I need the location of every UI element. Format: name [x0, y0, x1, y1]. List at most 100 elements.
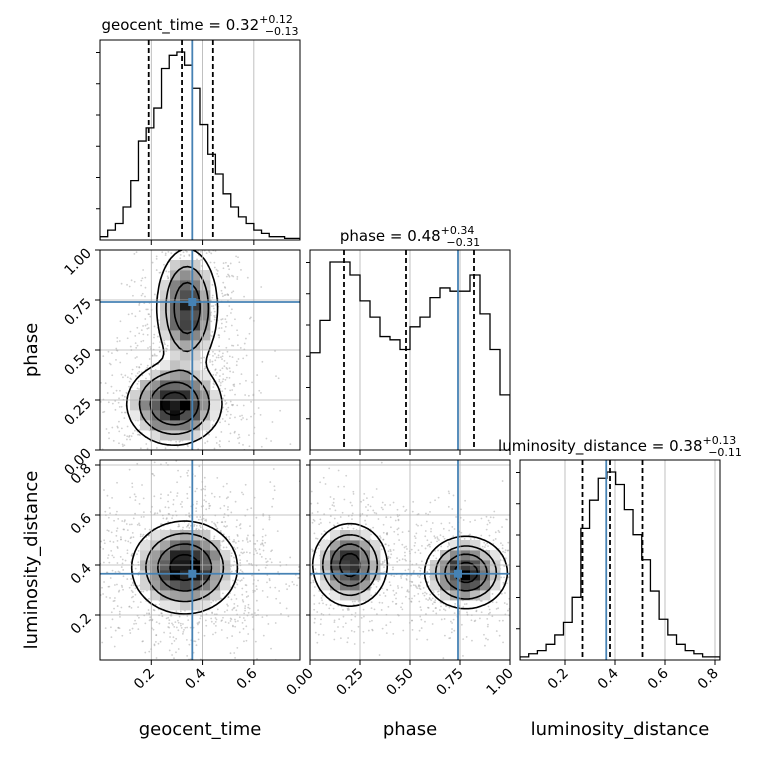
scatter-point [261, 543, 264, 545]
scatter-point [320, 618, 322, 621]
scatter-point [110, 385, 113, 388]
scatter-point [310, 581, 312, 584]
scatter-point [229, 491, 232, 493]
scatter-point [211, 360, 214, 363]
scatter-point [283, 541, 285, 543]
scatter-point [535, 550, 537, 552]
scatter-point [224, 520, 227, 523]
contour-level [169, 553, 200, 582]
density-cell [470, 580, 481, 591]
scatter-point [227, 265, 230, 268]
scatter-point [262, 528, 264, 531]
scatter-point [173, 205, 175, 207]
scatter-point [497, 607, 500, 610]
scatter-point [320, 533, 323, 535]
scatter-point [401, 543, 404, 546]
density-cell [150, 570, 161, 581]
scatter-point [498, 634, 501, 637]
scatter-point [304, 575, 306, 577]
scatter-point [82, 641, 84, 643]
contour-level [157, 543, 213, 592]
scatter-point [437, 593, 440, 596]
scatter-point [108, 561, 111, 564]
scatter-point [213, 622, 215, 625]
scatter-point [239, 527, 242, 530]
histogram-phase [310, 261, 510, 450]
scatter-point [146, 327, 149, 330]
scatter-point [128, 285, 131, 288]
scatter-point [367, 509, 369, 512]
scatter-point [163, 223, 165, 225]
scatter-point [182, 247, 184, 249]
scatter-point [372, 583, 375, 586]
scatter-point [228, 377, 231, 379]
title-sup: +0.12 [259, 13, 293, 26]
scatter-point [314, 617, 316, 620]
scatter-point [483, 541, 486, 544]
scatter-point [237, 219, 239, 221]
scatter-point [489, 516, 492, 519]
scatter-point [313, 594, 316, 597]
panel-plot-area [100, 197, 300, 450]
scatter-point [239, 382, 241, 385]
scatter-point [228, 274, 230, 277]
scatter-point [487, 519, 490, 522]
scatter-point [289, 443, 292, 446]
x-tick-label: 0.4 [182, 665, 209, 692]
scatter-point [261, 535, 264, 538]
scatter-point [301, 495, 303, 497]
scatter-point [160, 493, 162, 496]
scatter-point [517, 539, 519, 541]
scatter-point [383, 561, 386, 563]
scatter-point [204, 488, 206, 491]
scatter-point [367, 629, 370, 632]
scatter-point [152, 197, 154, 199]
scatter-point [112, 600, 115, 603]
x-tick-label: 0.6 [234, 665, 261, 692]
scatter-point [120, 282, 123, 285]
scatter-point [241, 570, 244, 573]
scatter-point [138, 522, 140, 525]
scatter-point [241, 539, 244, 542]
scatter-point [503, 576, 506, 579]
scatter-point [131, 312, 133, 315]
scatter-point [297, 587, 299, 589]
panel-phase-vs-phase [306, 249, 511, 451]
scatter-point [219, 382, 222, 384]
scatter-point [292, 625, 294, 627]
scatter-point [436, 536, 439, 539]
scatter-point [329, 496, 332, 498]
scatter-point [413, 535, 416, 538]
scatter-point [167, 616, 170, 619]
scatter-point [235, 609, 238, 612]
scatter-point [179, 622, 182, 625]
scatter-point [138, 366, 141, 369]
scatter-point [232, 383, 235, 386]
scatter-point [195, 502, 198, 505]
scatter-point [221, 457, 223, 459]
scatter-point [233, 556, 235, 559]
scatter-point [165, 461, 168, 464]
scatter-point [351, 600, 354, 603]
scatter-point [229, 413, 232, 416]
scatter-point [178, 525, 181, 528]
scatter-point [435, 612, 438, 615]
scatter-point [151, 618, 154, 621]
scatter-point [454, 603, 457, 605]
scatter-point [130, 596, 133, 599]
scatter-point [122, 376, 124, 379]
scatter-point [213, 495, 216, 498]
density-cell [180, 300, 191, 311]
scatter-point [287, 522, 289, 524]
scatter-point [183, 255, 186, 257]
scatter-point [213, 266, 216, 269]
scatter-point [95, 590, 97, 592]
scatter-point [236, 519, 238, 521]
scatter-point [354, 612, 357, 614]
scatter-point [136, 372, 139, 375]
scatter-point [137, 606, 140, 609]
scatter-point [233, 385, 236, 388]
scatter-point [511, 557, 513, 559]
scatter-point [108, 437, 110, 440]
scatter-point [244, 584, 247, 586]
